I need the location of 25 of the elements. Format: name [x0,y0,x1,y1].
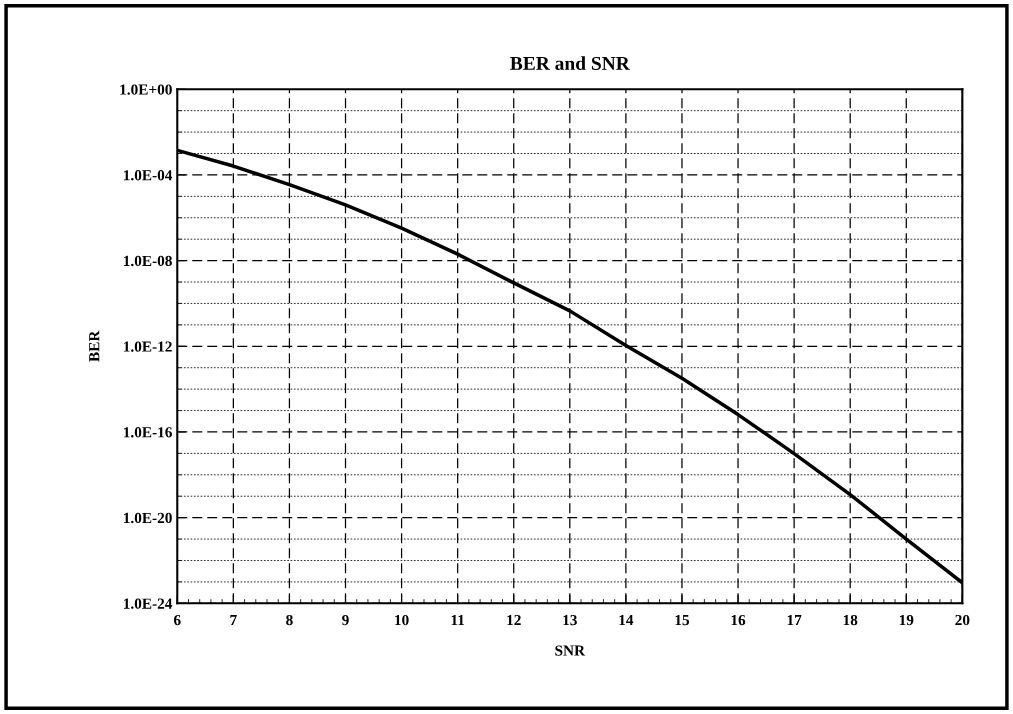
x-tick-label: 11 [451,614,465,626]
y-tick-label: 1.0E+00 [120,84,172,95]
x-tick-label: 16 [731,614,746,626]
x-axis-title: SNR [555,645,586,656]
y-tick-label: 1.0E-08 [123,255,172,267]
x-tick-label: 12 [507,614,521,626]
y-tick-label: 1.0E-20 [123,512,172,524]
x-tick-label: 15 [675,614,690,626]
x-tick-label: 20 [955,614,970,626]
y-tick-label: 1.0E-24 [123,598,173,609]
y-tick-label: 1.0E-12 [123,341,172,352]
x-tick-label: 7 [230,615,237,626]
chart-title: BER and SNR [510,56,630,70]
y-tick-label: 1.0E-04 [123,170,173,181]
x-tick-label: 9 [342,614,349,626]
x-tick-label: 19 [899,614,914,626]
x-tick-label: 10 [395,614,409,626]
y-tick-label: 1.0E-16 [123,427,172,438]
x-tick-label: 8 [286,614,293,626]
x-tick-label: 18 [843,614,858,626]
x-tick-label: 13 [563,614,577,626]
y-axis-title: BER [89,330,100,362]
x-tick-label: 14 [619,614,634,626]
x-tick-label: 17 [787,614,802,626]
x-tick-label: 6 [173,614,181,626]
